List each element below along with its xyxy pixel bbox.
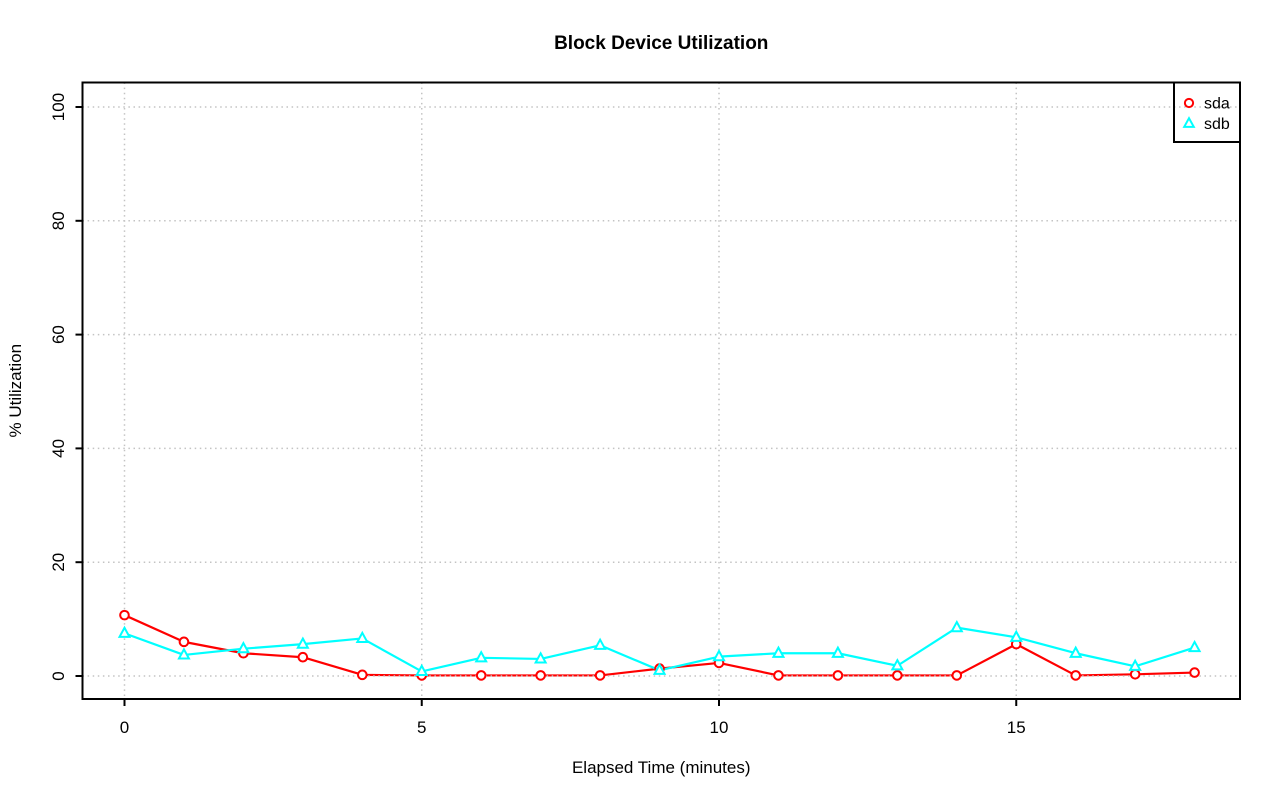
data-point-circle [773,670,784,681]
data-point-triangle [950,619,964,633]
data-point-circle [535,670,546,681]
data-point-triangle [1187,639,1202,653]
x-tick-label: 0 [120,718,129,737]
data-point-triangle [474,650,488,663]
y-tick-label: 20 [49,553,68,572]
legend-label: sdb [1204,116,1230,133]
data-point-triangle [652,662,667,675]
grid [82,82,1240,699]
data-point-circle [594,670,606,681]
x-tick-label: 5 [417,718,426,737]
x-axis-title: Elapsed Time (minutes) [572,758,751,777]
data-point-triangle [177,647,191,660]
legend: sda sdb [1173,81,1241,143]
data-point-circle [832,670,844,681]
tick-labels: 0 20 40 60 80 100 0 5 10 15 [49,93,1026,737]
x-tick-label: 10 [710,718,729,737]
data-point-circle [892,670,903,681]
data-point-circle [297,651,309,663]
data-point-triangle [296,636,310,649]
legend-item-sdb: sdb [1182,116,1230,133]
data-point-circle [951,670,963,681]
data-point-circle [1129,668,1141,680]
plot-border [81,81,1241,700]
data-point-triangle [593,637,607,650]
data-point-triangle [712,648,726,662]
x-tick-label: 15 [1007,718,1026,737]
y-axis-title: % Utilization [6,344,25,438]
legend-triangle-icon [1182,116,1196,128]
data-point-circle [1070,670,1081,681]
data-point-circle [475,670,487,681]
y-tick-label: 80 [49,211,68,230]
axis-ticks [75,106,1018,706]
data-point-triangle [236,640,251,654]
data-point-triangle [831,645,845,658]
series-sdb-markers [117,619,1202,677]
data-point-triangle [415,663,429,677]
data-point-circle [178,636,190,648]
legend-label: sda [1204,96,1230,113]
data-point-triangle [1128,658,1142,671]
data-point-triangle [1069,645,1083,658]
legend-box [1173,81,1241,143]
legend-item-sda: sda [1183,96,1230,113]
data-point-triangle [890,658,905,671]
y-tick-label: 100 [49,93,68,121]
chart-title: Block Device Utilization [554,33,768,54]
data-point-circle [119,609,130,621]
data-point-circle [357,669,368,681]
y-tick-label: 40 [49,439,68,458]
data-point-circle [1189,667,1200,678]
data-point-triangle [117,625,132,638]
data-point-triangle [355,630,369,644]
data-point-triangle [1009,629,1023,642]
data-point-triangle [533,651,548,664]
legend-circle-icon [1183,97,1195,109]
y-tick-label: 60 [49,325,68,344]
data-point-triangle [771,645,786,658]
y-tick-label: 0 [49,671,68,680]
